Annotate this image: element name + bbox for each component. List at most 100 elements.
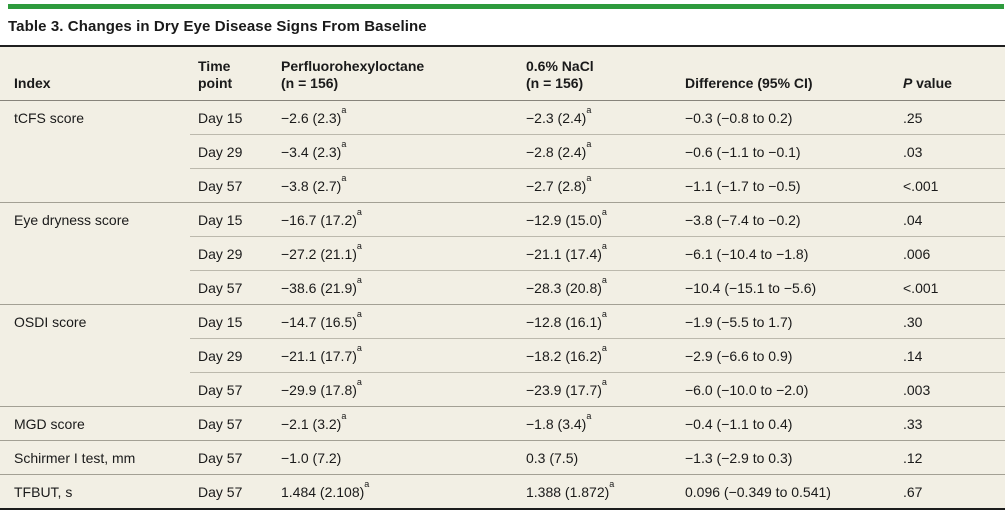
- cell-perfluorohexyloctane: −2.6 (2.3)a: [281, 104, 347, 126]
- header-nacl-line2: (n = 156): [526, 75, 584, 91]
- cell-perfluorohexyloctane: −3.4 (2.3)a: [274, 134, 518, 169]
- footnote-marker: a: [364, 478, 370, 489]
- cell-index: Schirmer I test, mm: [0, 440, 190, 475]
- cell-time-point: Day 57: [190, 440, 274, 475]
- cell-index: Eye dryness score: [0, 202, 190, 237]
- table-row: Schirmer I test, mm Day 57 −1.0 (7.2) 0.3 (…: [0, 440, 1005, 475]
- cell-index: [0, 135, 190, 169]
- table-row: TFBUT, s Day 57 1.484 (2.108)a 1.388 (1.872…: [0, 474, 1005, 509]
- header-p-italic: P: [903, 75, 913, 91]
- title-rule: [0, 45, 1005, 47]
- cell-perfluorohexyloctane: −38.6 (21.9)a: [274, 270, 518, 305]
- cell-p-value: .14: [896, 338, 1005, 373]
- cell-difference: 0.096 (−0.349 to 0.541): [678, 474, 896, 509]
- table-row: Day 57 −29.9 (17.8)a −23.9 (17.7)a −6.0 (−1…: [0, 372, 1005, 407]
- data-table: Index Time point Perfluorohexyloctane (n…: [0, 47, 1005, 510]
- cell-index: tCFS score: [14, 109, 85, 126]
- cell-nacl: −1.8 (3.4)a: [518, 406, 678, 441]
- header-time-line1: Time: [198, 58, 231, 74]
- cell-time-point: Day 29: [190, 236, 274, 271]
- cell-index: OSDI score: [0, 304, 190, 339]
- header-index: Index: [0, 47, 190, 101]
- table-row: Day 29 −27.2 (21.1)a −21.1 (17.4)a −6.1 (−1…: [0, 236, 1005, 271]
- footnote-marker: a: [356, 206, 362, 217]
- cell-perfluorohexyloctane: −14.7 (16.5)a: [274, 304, 518, 339]
- cell-difference: −6.1 (−10.4 to −1.8): [678, 236, 896, 271]
- cell-time-point: Day 57: [190, 474, 274, 509]
- table-row: MGD score Day 57 −2.1 (3.2)a −1.8 (3.4)a −0.…: [0, 406, 1005, 441]
- cell-nacl: −18.2 (16.2)a: [518, 338, 678, 373]
- cell-nacl: −23.9 (17.7)a: [518, 372, 678, 407]
- footnote-marker: a: [341, 172, 347, 183]
- cell-p-value: .006: [896, 236, 1005, 271]
- header-difference: Difference (95% CI): [678, 47, 896, 101]
- cell-perfluorohexyloctane: −3.8 (2.7)a: [274, 168, 518, 203]
- accent-bar: [8, 4, 1004, 9]
- table-row: tCFS score Day 15 −2.6 (2.3)a −2.3 (2.4)a −0…: [0, 101, 1005, 135]
- footnote-marker: a: [601, 240, 607, 251]
- footnote-marker: a: [601, 206, 607, 217]
- cell-perfluorohexyloctane: 1.484 (2.108)a: [274, 474, 518, 509]
- cell-difference: −1.9 (−5.5 to 1.7): [678, 304, 896, 339]
- cell-time-point: Day 57: [190, 372, 274, 407]
- cell-time-point: Day 29: [190, 338, 274, 373]
- cell-difference: −1.1 (−1.7 to −0.5): [678, 168, 896, 203]
- cell-time-point: Day 57: [190, 168, 274, 203]
- table-row: OSDI score Day 15 −14.7 (16.5)a −12.8 (16.1…: [0, 304, 1005, 339]
- header-row: Index Time point Perfluorohexyloctane (n…: [0, 47, 1005, 101]
- footnote-marker: a: [341, 104, 347, 115]
- cell-index: [0, 237, 190, 271]
- cell-index: [0, 271, 190, 305]
- cell-p-value: .04: [896, 202, 1005, 237]
- footnote-marker: a: [356, 376, 362, 387]
- cell-nacl: −2.7 (2.8)a: [518, 168, 678, 203]
- cell-difference: −1.3 (−2.9 to 0.3): [678, 440, 896, 475]
- cell-p-value: .30: [896, 304, 1005, 339]
- cell-time-point: Day 29: [190, 134, 274, 169]
- table-row: Day 57 −38.6 (21.9)a −28.3 (20.8)a −10.4 (−…: [0, 270, 1005, 305]
- footnote-marker: a: [601, 376, 607, 387]
- cell-p-value: <.001: [896, 168, 1005, 203]
- cell-p-value: <.001: [896, 270, 1005, 305]
- header-time-point: Time point: [190, 47, 274, 101]
- footnote-marker: a: [586, 104, 592, 115]
- header-drug-line2: (n = 156): [281, 75, 339, 91]
- cell-nacl: −28.3 (20.8)a: [518, 270, 678, 305]
- cell-p-value: .25: [903, 109, 923, 126]
- cell-difference: −10.4 (−15.1 to −5.6): [678, 270, 896, 305]
- header-time-line2: point: [198, 75, 233, 91]
- header-index-label: Index: [14, 75, 51, 91]
- footnote-marker: a: [341, 410, 347, 421]
- cell-difference: −0.3 (−0.8 to 0.2): [685, 109, 793, 126]
- cell-difference: −0.6 (−1.1 to −0.1): [678, 134, 896, 169]
- table-row: Day 29 −3.4 (2.3)a −2.8 (2.4)a −0.6 (−1.1 t…: [0, 134, 1005, 169]
- cell-p-value: .03: [896, 134, 1005, 169]
- footnote-marker: a: [601, 342, 607, 353]
- cell-p-value: .67: [896, 474, 1005, 509]
- cell-nacl: −2.3 (2.4)a: [526, 104, 592, 126]
- header-p-rest: value: [916, 75, 952, 91]
- cell-nacl: 0.3 (7.5): [518, 440, 678, 475]
- table-row: Day 29 −21.1 (17.7)a −18.2 (16.2)a −2.9 (−6…: [0, 338, 1005, 373]
- cell-difference: −3.8 (−7.4 to −0.2): [678, 202, 896, 237]
- footnote-marker: a: [601, 274, 607, 285]
- footnote-marker: a: [586, 410, 592, 421]
- table-body: tCFS score Day 15 −2.6 (2.3)a −2.3 (2.4)a −0…: [0, 101, 1005, 509]
- cell-index: MGD score: [0, 406, 190, 441]
- footnote-marker: a: [356, 342, 362, 353]
- cell-perfluorohexyloctane: −16.7 (17.2)a: [274, 202, 518, 237]
- cell-index: TFBUT, s: [0, 474, 190, 509]
- cell-perfluorohexyloctane: −21.1 (17.7)a: [274, 338, 518, 373]
- footnote-marker: a: [609, 478, 615, 489]
- cell-perfluorohexyloctane: −2.1 (3.2)a: [274, 406, 518, 441]
- cell-perfluorohexyloctane: −27.2 (21.1)a: [274, 236, 518, 271]
- cell-p-value: .33: [896, 406, 1005, 441]
- cell-difference: −6.0 (−10.0 to −2.0): [678, 372, 896, 407]
- cell-nacl: −12.9 (15.0)a: [518, 202, 678, 237]
- table-row: Day 57 −3.8 (2.7)a −2.7 (2.8)a −1.1 (−1.7 t…: [0, 168, 1005, 203]
- cell-difference: −2.9 (−6.6 to 0.9): [678, 338, 896, 373]
- cell-difference: −0.4 (−1.1 to 0.4): [678, 406, 896, 441]
- cell-p-value: .003: [896, 372, 1005, 407]
